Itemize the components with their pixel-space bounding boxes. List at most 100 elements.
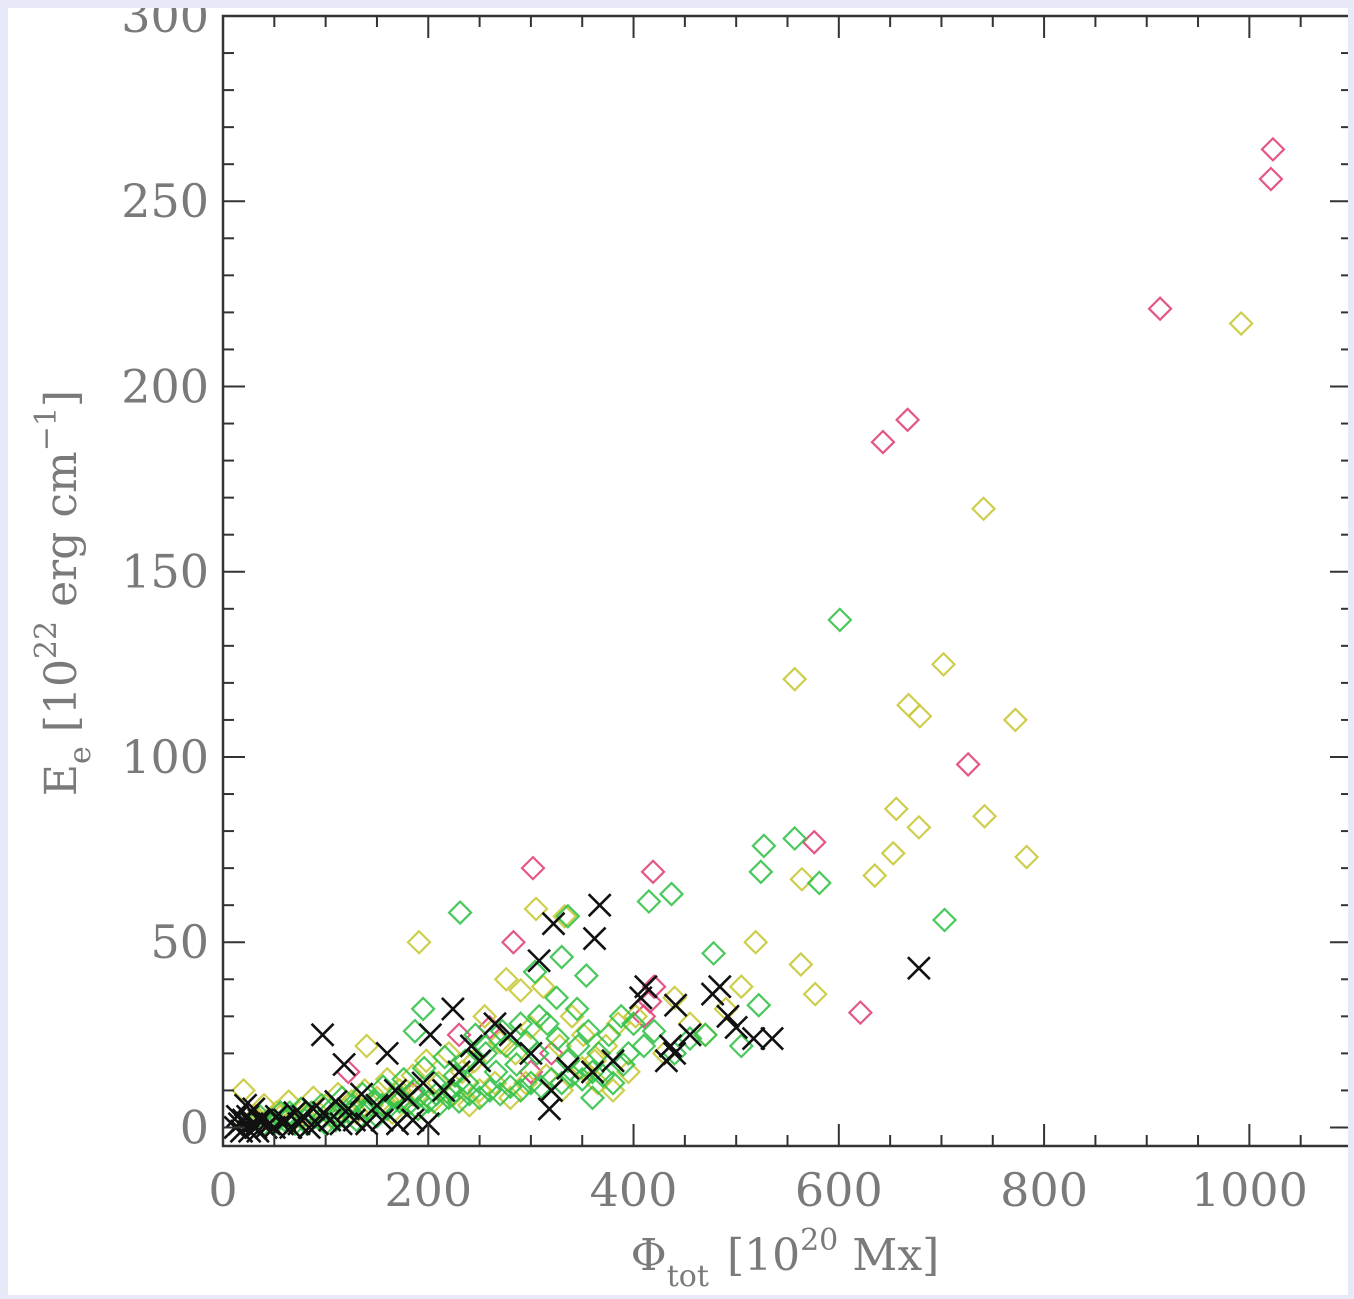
point-diamond-green [564,996,590,1022]
point-diamond-green [555,903,581,929]
point-cross-black [365,1093,389,1118]
point-diamond-green [641,1018,667,1044]
point-cross-black [628,985,653,1010]
point-diamond-green [544,985,570,1011]
point-diamond-green [514,1029,540,1055]
point-diamond-green [467,1085,493,1111]
y-axis-title-sup2: −1 [29,407,64,451]
point-diamond-yellow [400,1063,426,1089]
point-diamond-yellow [552,903,578,929]
point-diamond-green [573,963,599,989]
point-diamond-green [677,1026,703,1052]
point-diamond-yellow [559,1003,585,1029]
point-cross-black [254,1115,279,1140]
point-diamond-yellow [883,796,909,822]
point-diamond-green [806,870,832,896]
point-cross-black [555,1056,580,1081]
point-diamond-yellow [570,1022,596,1048]
point-diamond-green [751,833,777,859]
x-tick-label: 200 [384,1163,472,1217]
point-cross-black [459,1034,484,1058]
point-cross-black [601,1048,625,1073]
point-cross-black [582,926,607,951]
point-cross-black [354,1111,379,1136]
point-diamond-green [402,1018,428,1044]
point-diamond-yellow [472,1003,498,1029]
y-axis-title-sup: 22 [29,621,64,659]
point-diamond-yellow [862,862,888,889]
y-tick-label: 300 [121,8,209,43]
point-diamond-green [493,1033,519,1059]
point-diamond-green [545,1026,571,1052]
point-diamond-green [432,1044,458,1070]
point-diamond-yellow [374,1066,400,1092]
point-diamond-yellow [782,666,808,692]
point-diamond-green [454,1070,480,1096]
point-diamond-green [746,992,772,1018]
point-diamond-green [931,907,958,933]
point-cross-black [716,1004,740,1029]
point-diamond-green [827,607,853,633]
point-diamond-yellow [354,1033,380,1059]
point-diamond-yellow [530,974,556,1000]
point-diamond-yellow [789,866,815,892]
point-cross-black [310,1022,335,1047]
point-diamond-yellow [523,896,549,922]
y-tick-label: 50 [150,915,209,969]
point-diamond-yellow [518,1014,544,1040]
point-diamond-red [847,1000,873,1026]
x-axis-title-pre: [10 [727,1230,800,1281]
point-diamond-green [608,1003,634,1029]
point-diamond-green [728,1033,754,1059]
point-cross-black [467,1048,492,1073]
point-cross-black [580,1059,605,1084]
point-diamond-green [579,1085,606,1111]
points-layer [223,136,1286,1144]
x-axis-title-symbol: Φ [631,1230,667,1281]
point-diamond-green [391,1066,417,1092]
chart-frame: 0 200 400 600 800 1000 0 50 100 150 200 250 300 Φtot… [8,8,1348,1295]
point-cross-black [498,1022,523,1047]
x-axis-title-post: Mx] [838,1230,939,1281]
point-diamond-green [782,825,808,852]
plot-border [221,14,1348,1148]
point-diamond-green [508,1011,534,1037]
point-diamond-yellow [482,1070,508,1096]
point-cross-black [707,974,732,999]
point-diamond-red [520,855,546,881]
point-cross-black [385,1111,410,1136]
point-diamond-yellow [802,981,828,1007]
point-cross-black [541,911,566,936]
point-cross-black [329,1111,353,1136]
point-diamond-green [442,1063,468,1089]
point-diamond-green [508,1077,534,1103]
point-cross-black [527,948,552,973]
scatter-chart: 0 200 400 600 800 1000 0 50 100 150 200 250 300 Φtot… [29,8,1348,1294]
point-cross-black [440,996,465,1021]
point-cross-black [383,1078,408,1103]
y-axis-title: Ee [1022 erg cm−1] [29,390,98,796]
point-diamond-green [600,1070,626,1096]
point-cross-black [416,1111,441,1136]
y-tick-label: 100 [121,730,209,784]
x-axis-title-sub: tot [667,1259,709,1294]
point-cross-black [418,1022,443,1047]
point-diamond-green [528,1074,554,1100]
point-diamond-yellow [743,929,769,955]
point-diamond-red [500,929,527,955]
tick-labels-layer: 0 200 400 600 800 1000 0 50 100 150 200 250 300 [121,8,1308,1217]
point-diamond-green [438,1077,464,1103]
point-cross-black [237,1119,262,1144]
y-axis-title-symbol: E [36,764,87,796]
point-diamond-yellow [497,1085,523,1111]
point-diamond-green [692,1022,718,1048]
point-diamond-yellow [880,840,906,866]
point-diamond-red [1258,166,1284,192]
point-diamond-red [1260,136,1286,162]
point-diamond-yellow [508,977,534,1003]
point-diamond-yellow [1002,707,1028,733]
point-diamond-green [549,944,575,970]
y-tick-label: 0 [180,1100,209,1154]
point-cross-black [760,1026,785,1051]
point-cross-black [663,993,688,1018]
